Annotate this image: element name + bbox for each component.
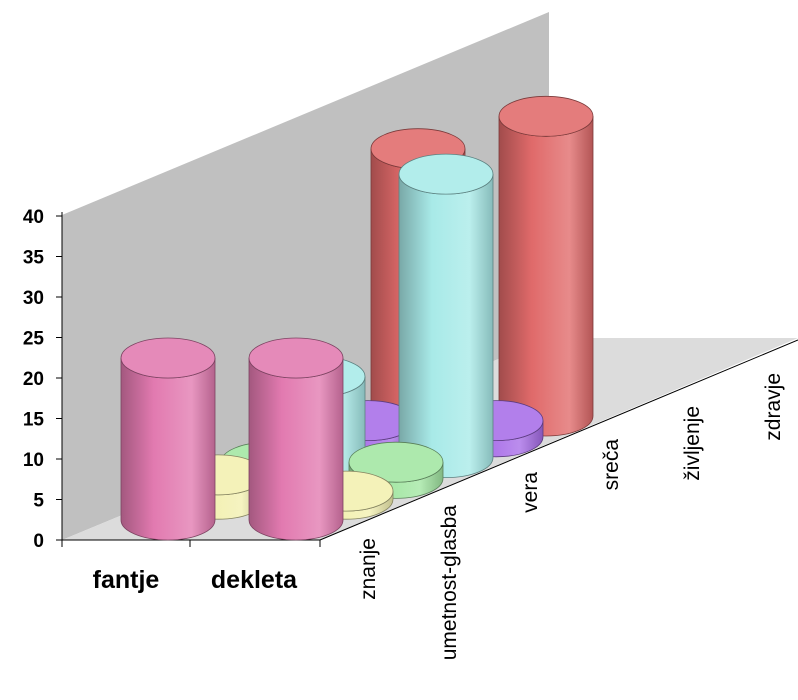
- y-tick-label: 15: [23, 410, 45, 431]
- x-axis-labels: fantje dekleta: [93, 566, 299, 594]
- bar-fantje-znanje: [120, 337, 216, 541]
- bar-body: [498, 116, 594, 437]
- bar-dekleta-zdravje: [498, 95, 594, 437]
- bars-layer: [120, 95, 594, 541]
- x-category-label: dekleta: [211, 566, 298, 594]
- depth-label-umetnost-glasba: umetnost-glasba: [438, 505, 461, 661]
- y-tick-label: 20: [23, 369, 44, 390]
- bar-top: [120, 337, 216, 379]
- depth-label-zdravje: zdravje: [762, 373, 785, 441]
- bar-top: [398, 153, 494, 195]
- bar-dekleta-znanje: [248, 337, 344, 541]
- depth-label-sreca: sreča: [600, 439, 623, 491]
- bar-body: [398, 174, 494, 478]
- bar-top: [248, 337, 344, 379]
- y-tick-label: 25: [23, 329, 45, 350]
- y-tick-label: 40: [23, 207, 44, 228]
- depth-axis-line: [319, 339, 798, 541]
- y-tick-label: 35: [23, 248, 45, 269]
- series-znanje: [120, 337, 344, 541]
- depth-axis-labels: znanje umetnost-glasba vera sreča življenje z…: [357, 373, 785, 660]
- y-tick-label: 10: [23, 450, 44, 471]
- y-axis-ticks: 0 5 10 15 20 25 30 35 40: [23, 207, 321, 552]
- y-tick-label: 5: [33, 491, 44, 512]
- depth-label-znanje: znanje: [357, 538, 380, 600]
- bar-top: [348, 441, 444, 483]
- y-tick-label: 0: [33, 531, 44, 552]
- bar-top: [498, 95, 594, 137]
- depth-label-zivljenje: življenje: [681, 406, 704, 481]
- bar-body: [120, 357, 216, 541]
- x-category-label: fantje: [93, 566, 160, 594]
- y-tick-label: 30: [23, 288, 44, 309]
- bar-body: [248, 357, 344, 541]
- bar-dekleta-sreca: [398, 153, 494, 478]
- depth-label-vera: vera: [519, 472, 542, 513]
